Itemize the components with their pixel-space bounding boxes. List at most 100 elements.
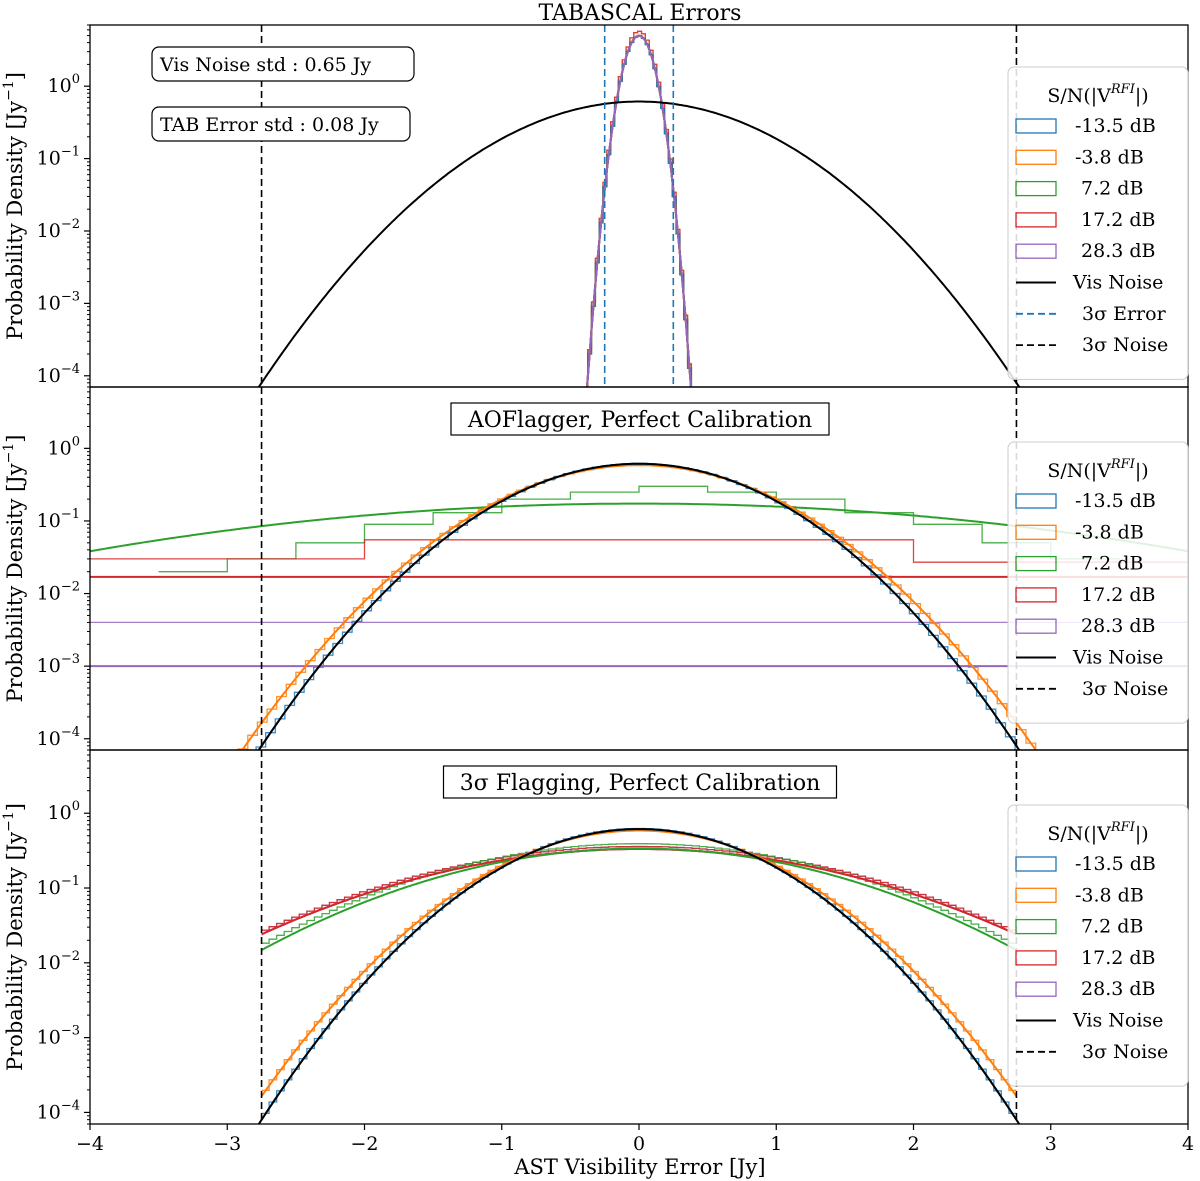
x-axis-label: AST Visibility Error [Jy]: [513, 1155, 765, 1179]
y-tick-label: 10−3: [37, 1024, 80, 1049]
panel-title: AOFlagger, Perfect Calibration: [467, 408, 812, 433]
panel-3: 100 10−1 10−2 10−3 10−4 Probability Density […: [1, 749, 1189, 1125]
panel-2: 100 10−1 10−2 10−3 10−4 Probability Density […: [1, 386, 1189, 751]
y-tick-label: 100: [48, 434, 80, 459]
annotation-text: TAB Error std : 0.08 Jy: [160, 114, 379, 136]
histogram-5: [587, 35, 693, 387]
y-tick-label: 10−4: [37, 362, 80, 387]
legend-label-2: -3.8 dB: [1075, 884, 1144, 906]
annotation-text: Vis Noise std : 0.65 Jy: [159, 54, 371, 76]
legend-label-1: -13.5 dB: [1075, 115, 1156, 137]
y-tick-label: 10−2: [37, 580, 80, 605]
fit-line-2: [260, 829, 1018, 1097]
fit-line-3: [261, 847, 1017, 951]
legend-label-4: 17.2 dB: [1075, 947, 1156, 969]
legend-swatch-1: [1015, 493, 1057, 509]
histogram-2: [237, 464, 1037, 750]
histogram-1: [587, 35, 693, 387]
legend-label-1: -13.5 dB: [1075, 853, 1156, 875]
x-tick-label: −2: [350, 1133, 378, 1155]
legend-label-vis-noise: Vis Noise: [1072, 1010, 1163, 1032]
histogram-2: [587, 30, 693, 387]
y-tick-label: 10−1: [37, 874, 80, 899]
fit-line-2: [241, 464, 1037, 750]
x-tick-label: −1: [488, 1133, 516, 1155]
annotation-box: [151, 46, 415, 82]
legend-label-vis-noise: Vis Noise: [1072, 272, 1163, 294]
fit-line-5: [586, 34, 692, 387]
legend-box: [1007, 441, 1189, 724]
legend-swatch-1: [1015, 856, 1057, 872]
panel-1: 100 10−1 10−2 10−3 10−4 Probability Density […: [1, 24, 1189, 388]
legend-label-3: 7.2 dB: [1075, 553, 1143, 575]
legend-label-error: 3σ Error: [1082, 303, 1167, 325]
y-tick-label: 10−3: [37, 289, 80, 314]
y-tick-label: 10−1: [37, 145, 80, 170]
histogram-3: [587, 35, 693, 387]
legend-swatch-1: [1015, 118, 1057, 134]
legend-swatch-3: [1015, 555, 1057, 572]
x-tick-label: 3: [1045, 1133, 1057, 1155]
legend-swatch-2: [1015, 149, 1057, 165]
legend-label-noise: 3σ Noise: [1082, 1041, 1168, 1063]
legend-label-4: 17.2 dB: [1075, 209, 1156, 231]
legend-swatch-5: [1015, 243, 1057, 259]
y-tick-label: 10−2: [37, 949, 80, 974]
panel-title-box: [450, 402, 830, 436]
y-axis-label: Probability Density [Jy−1]: [1, 72, 27, 340]
y-tick-label: 10−4: [37, 1098, 80, 1123]
x-tick-label: 0: [633, 1133, 645, 1155]
x-tick-label: 4: [1182, 1133, 1194, 1155]
y-axis-label: Probability Density [Jy−1]: [1, 435, 27, 703]
panel-plot-area: [257, 750, 1021, 1124]
histogram-3: [261, 843, 1017, 944]
y-tick-label: 100: [48, 72, 80, 97]
y-axis-label: Probability Density [Jy−1]: [1, 803, 27, 1071]
y-tick-label: 10−4: [37, 725, 80, 750]
legend-label-5: 28.3 dB: [1075, 615, 1156, 637]
histogram-4: [587, 30, 693, 387]
legend-swatch-2: [1015, 887, 1057, 903]
y-tick-label: 100: [48, 799, 80, 824]
legend-swatch-5: [1015, 981, 1057, 997]
x-tick-label: 2: [907, 1133, 919, 1155]
legend-label-3: 7.2 dB: [1075, 916, 1143, 938]
histogram-4: [261, 845, 1017, 931]
x-tick-label: −3: [213, 1133, 241, 1155]
legend-swatch-3: [1015, 918, 1057, 935]
legend-swatch-2: [1015, 524, 1057, 540]
legend-title: S/N(|VRFI|): [1047, 457, 1148, 482]
vis-noise-line: [257, 100, 1021, 387]
panel-title-box: [442, 765, 838, 799]
panel-title: 3σ Flagging, Perfect Calibration: [460, 771, 821, 796]
legend-label-2: -3.8 dB: [1075, 521, 1144, 543]
legend-label-vis-noise: Vis Noise: [1072, 647, 1163, 669]
histogram-4: [90, 539, 1188, 563]
figure-title: TABASCAL Errors: [539, 1, 742, 26]
legend-swatch-3: [1015, 180, 1057, 197]
legend-title: S/N(|VRFI|): [1047, 82, 1148, 107]
legend-label-noise: 3σ Noise: [1082, 678, 1168, 700]
fit-line-3: [90, 502, 1188, 553]
legend-title: S/N(|VRFI|): [1047, 820, 1148, 845]
y-tick-label: 10−1: [37, 507, 80, 532]
histogram-3: [158, 485, 1120, 573]
legend-label-4: 17.2 dB: [1075, 584, 1156, 606]
legend-swatch-4: [1015, 212, 1057, 228]
legend-box: [1007, 804, 1189, 1087]
legend-swatch-4: [1015, 587, 1057, 603]
legend-swatch-5: [1015, 618, 1057, 634]
legend-swatch-4: [1015, 950, 1057, 966]
vis-noise-line: [257, 462, 1021, 750]
vis-noise-line: [257, 828, 1021, 1124]
x-tick-label: −4: [76, 1133, 104, 1155]
fit-line-4: [261, 848, 1017, 936]
y-tick-label: 10−2: [37, 217, 80, 242]
legend-label-5: 28.3 dB: [1075, 978, 1156, 1000]
legend-label-noise: 3σ Noise: [1082, 334, 1168, 356]
annotation-box: [151, 106, 411, 142]
legend-label-2: -3.8 dB: [1075, 146, 1144, 168]
legend-label-1: -13.5 dB: [1075, 490, 1156, 512]
legend-label-5: 28.3 dB: [1075, 240, 1156, 262]
